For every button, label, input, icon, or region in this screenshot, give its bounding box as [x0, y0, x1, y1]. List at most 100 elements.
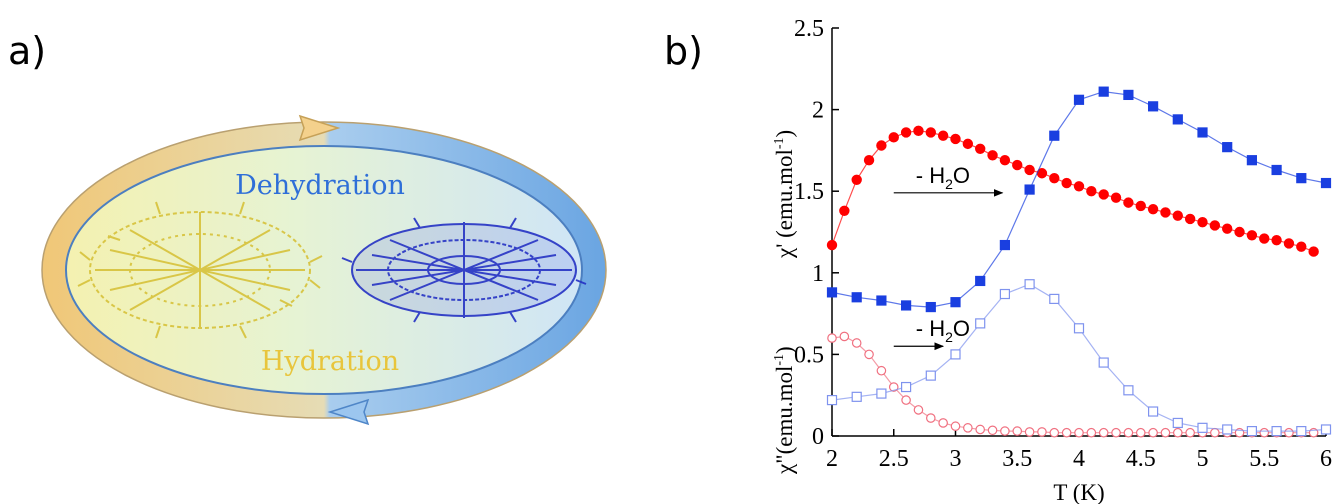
data-point [1012, 426, 1023, 436]
data-point [1221, 223, 1233, 234]
data-point [1098, 189, 1109, 200]
data-point [851, 338, 862, 348]
x-tick-label: 6 [1320, 446, 1332, 472]
data-point [925, 301, 936, 313]
data-point [876, 365, 887, 376]
dehydration-label: Dehydration [235, 170, 405, 201]
data-point [913, 405, 924, 415]
data-point [1172, 114, 1183, 125]
data-point [950, 133, 961, 145]
data-point [1110, 192, 1122, 203]
data-point [1209, 220, 1221, 231]
series-line [831, 335, 1314, 434]
data-point [1073, 181, 1085, 192]
data-point [1259, 427, 1270, 438]
data-point [1320, 177, 1332, 189]
chart: 2 2.5 3 3.5 4 4.5 5 5.5 6 0 0.5 1 1.5 2 2.5 - H2O - H2O… [772, 16, 1332, 504]
data-point [950, 349, 961, 360]
data-point [1184, 213, 1196, 225]
data-point [925, 413, 936, 423]
y-tick-label: 2.5 [794, 16, 824, 42]
x-tick-label: 5.5 [1249, 446, 1279, 472]
data-point [901, 395, 911, 405]
data-point [1086, 427, 1097, 438]
data-point [999, 288, 1011, 300]
data-point [999, 239, 1011, 251]
data-point [876, 140, 887, 151]
data-point [888, 132, 899, 143]
series-1 [826, 86, 1332, 313]
series-3 [826, 279, 1332, 437]
data-point [1061, 427, 1072, 438]
data-point [975, 143, 986, 154]
data-point [1098, 86, 1109, 97]
x-tick-label: 2.5 [879, 446, 909, 472]
data-point [1234, 226, 1245, 238]
annotation-label: - H2O [916, 163, 970, 192]
y-tick-label: 0.5 [794, 342, 824, 368]
data-point [962, 138, 974, 150]
data-point [987, 425, 998, 436]
x-axis-title: T (K) [1053, 480, 1104, 504]
data-point [839, 331, 850, 342]
panel-b: b) 2 2.5 3 3.5 4 4.5 5 5.5 6 0 0.5 1 1.5 2 2.5 - H2O - … [664, 16, 1332, 504]
series-line [831, 130, 1314, 253]
data-point [1147, 101, 1159, 112]
data-point [1073, 94, 1085, 105]
data-point [1037, 427, 1047, 437]
data-point [863, 154, 875, 166]
data-point [1283, 238, 1295, 249]
data-point [1172, 210, 1184, 221]
panel-a: a) Dehydration Hydration [8, 29, 607, 426]
data-point [1284, 427, 1294, 438]
data-point [975, 318, 986, 329]
data-point [1098, 357, 1109, 368]
data-point [1135, 427, 1146, 438]
data-point [1024, 279, 1035, 290]
data-point [1222, 424, 1233, 435]
data-point [1012, 159, 1023, 171]
data-point [1111, 427, 1121, 438]
data-point [987, 150, 998, 161]
x-tick-label: 5 [1197, 446, 1209, 472]
data-point [1074, 427, 1084, 438]
data-point [1172, 417, 1183, 429]
data-point [1049, 293, 1060, 305]
data-point [1123, 89, 1134, 101]
data-point [1061, 177, 1072, 189]
data-point [851, 174, 862, 185]
cycle-inner [65, 145, 583, 395]
data-point [1246, 230, 1258, 241]
data-point [1160, 427, 1171, 438]
data-point [851, 292, 862, 303]
series-0 [826, 125, 1319, 257]
data-point [826, 239, 838, 251]
x-tick-label: 4.5 [1126, 446, 1156, 472]
data-point [963, 423, 973, 433]
data-point [900, 300, 912, 311]
x-tick-label: 3.5 [1002, 446, 1032, 472]
annotation-label: - H2O [916, 316, 970, 345]
y-tick-label: 0 [812, 424, 824, 450]
data-point [827, 333, 837, 343]
data-point [1049, 427, 1060, 438]
data-point [826, 394, 838, 406]
panel-b-label: b) [664, 29, 703, 73]
data-point [1185, 427, 1195, 438]
data-point [1197, 127, 1208, 138]
data-point [1024, 164, 1035, 176]
panel-a-label: a) [8, 29, 46, 73]
y-axis-title-bottom: χ"(emu.mol-1) [772, 346, 797, 475]
data-point [1147, 203, 1159, 215]
data-point [937, 130, 949, 141]
data-point [1098, 427, 1109, 438]
data-point [1160, 207, 1171, 218]
data-point [876, 388, 887, 399]
data-point [1123, 427, 1134, 438]
data-point [1148, 427, 1158, 438]
data-point [876, 295, 887, 306]
data-point [1173, 427, 1183, 438]
data-point [1271, 164, 1282, 176]
data-point [1296, 173, 1307, 184]
data-point [950, 297, 961, 308]
